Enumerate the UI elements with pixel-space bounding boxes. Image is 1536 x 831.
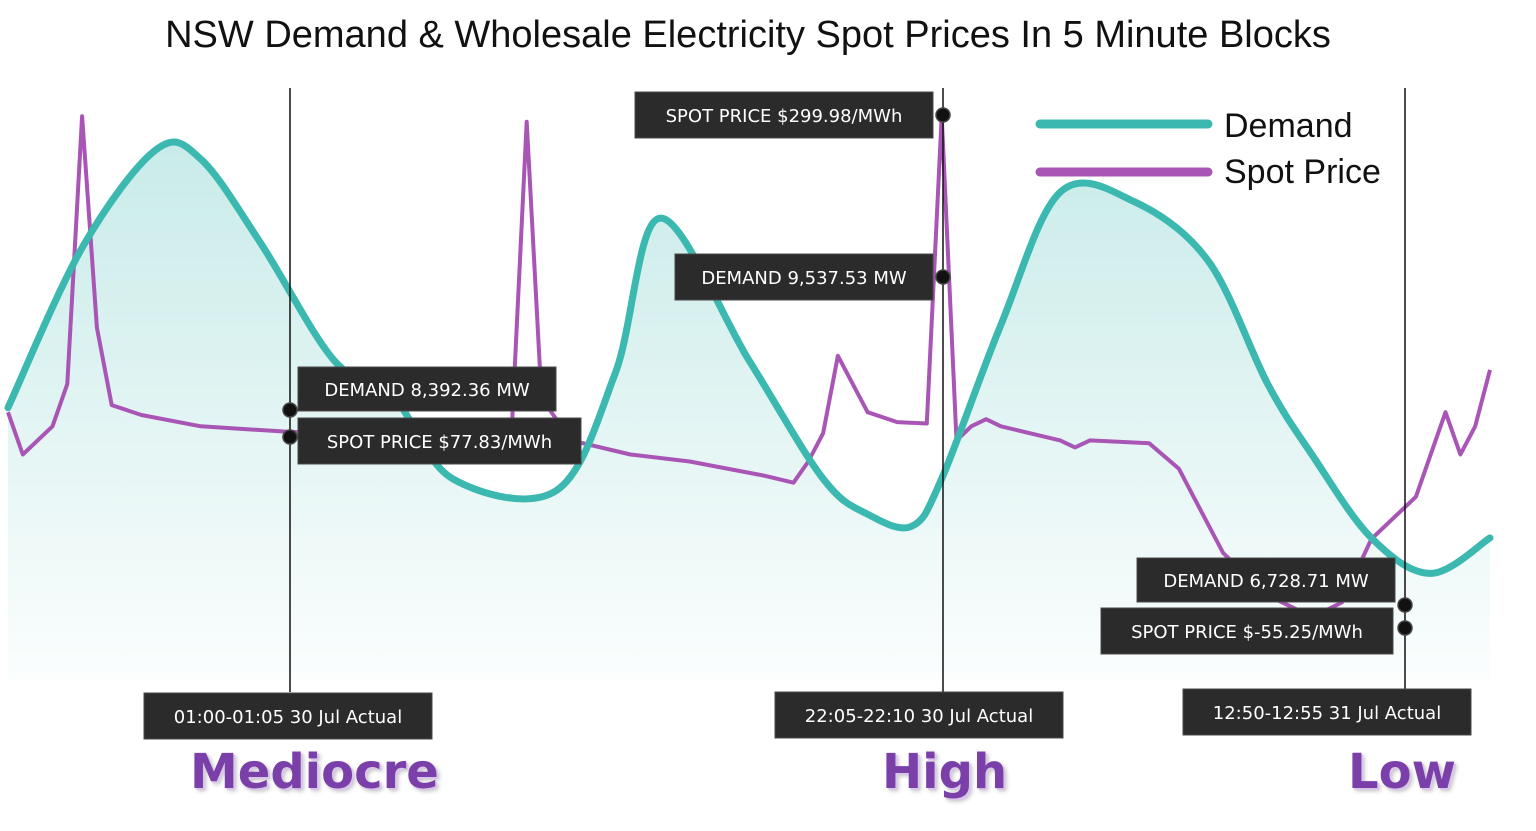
chart-title: NSW Demand & Wholesale Electricity Spot …: [165, 14, 1331, 56]
demand-point-low: [1397, 597, 1413, 613]
price-point-mediocre: [282, 429, 298, 445]
price-tooltip-low: SPOT PRICE $-55.25/MWh: [1100, 607, 1394, 655]
time-tooltip-high-label: 22:05-22:10 30 Jul Actual: [805, 706, 1033, 727]
price-tooltip-mediocre-label: SPOT PRICE $77.83/MWh: [327, 432, 552, 453]
demand-point-mediocre: [282, 402, 298, 418]
legend-demand-label: Demand: [1224, 107, 1353, 145]
demand-tooltip-low-label: DEMAND 6,728.71 MW: [1163, 571, 1369, 592]
legend: Demand Spot Price: [1035, 107, 1381, 191]
price-tooltip-low-box: [1100, 607, 1394, 655]
demand-tooltip-mediocre-box: [297, 366, 557, 412]
demand-line: [4, 138, 1494, 577]
verdict-high: High: [882, 744, 1008, 800]
price-tooltip-high: SPOT PRICE $299.98/MWh: [634, 91, 934, 139]
demand-tooltip-mediocre: DEMAND 8,392.36 MW: [297, 366, 557, 412]
time-tooltip-mediocre-label: 01:00-01:05 30 Jul Actual: [174, 707, 402, 728]
price-tooltip-high-label: SPOT PRICE $299.98/MWh: [666, 106, 903, 127]
time-tooltip-low: 12:50-12:55 31 Jul Actual: [1182, 688, 1472, 736]
demand-point-high: [935, 269, 951, 285]
demand-tooltip-high: DEMAND 9,537.53 MW: [674, 253, 934, 301]
time-tooltip-low-label: 12:50-12:55 31 Jul Actual: [1213, 703, 1441, 724]
time-tooltip-mediocre-box: [143, 692, 433, 740]
price-tooltip-mediocre-box: [297, 417, 582, 465]
demand-tooltip-low: DEMAND 6,728.71 MW: [1136, 557, 1396, 603]
price-tooltip-low-label: SPOT PRICE $-55.25/MWh: [1131, 622, 1363, 643]
demand-tooltip-low-box: [1136, 557, 1396, 603]
time-tooltip-high: 22:05-22:10 30 Jul Actual: [774, 691, 1064, 739]
price-point-low: [1397, 620, 1413, 636]
price-point-high: [935, 107, 951, 123]
price-tooltip-mediocre: SPOT PRICE $77.83/MWh: [297, 417, 582, 465]
demand-area: [8, 141, 1490, 680]
demand-tooltip-mediocre-label: DEMAND 8,392.36 MW: [324, 380, 530, 401]
time-tooltip-mediocre: 01:00-01:05 30 Jul Actual: [143, 692, 433, 740]
time-tooltip-low-box: [1182, 688, 1472, 736]
verdict-mediocre: Mediocre: [190, 744, 439, 800]
demand-tooltip-high-label: DEMAND 9,537.53 MW: [701, 268, 907, 289]
time-tooltip-high-box: [774, 691, 1064, 739]
verdict-low: Low: [1348, 744, 1456, 800]
marker-layer: DEMAND 8,392.36 MW SPOT PRICE $77.83/MWh 0…: [143, 88, 1472, 740]
legend-price-label: Spot Price: [1224, 153, 1381, 191]
demand-tooltip-high-box: [674, 253, 934, 301]
price-tooltip-high-box: [634, 91, 934, 139]
